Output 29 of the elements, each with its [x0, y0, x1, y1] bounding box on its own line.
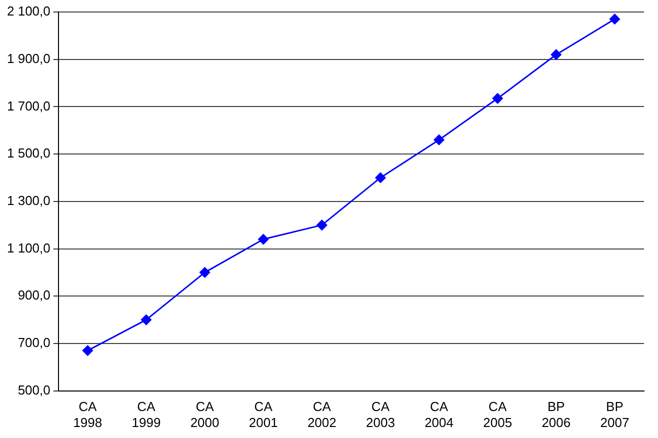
x-tick-label: CA 2005: [483, 399, 512, 430]
point: [609, 14, 620, 24]
x-tick-label: CA 2002: [307, 399, 336, 430]
point: [82, 345, 93, 356]
y-tick-label: 2 100,0: [7, 4, 50, 19]
y-tick-label: 1 500,0: [7, 146, 50, 161]
point: [550, 49, 562, 60]
point: [434, 134, 444, 146]
point: [140, 314, 152, 326]
x-tick-label: CA 2001: [248, 399, 278, 430]
x-tick-label: CA 2003: [366, 399, 395, 430]
x-tick-label: CA 2000: [190, 399, 220, 430]
x-tick-label: CA 1998: [73, 399, 102, 430]
y-tick-label: 700,0: [18, 335, 50, 350]
point: [375, 172, 386, 183]
y-tick-label: 1 100,0: [7, 240, 50, 256]
x-tick-label: BP 2007: [600, 399, 630, 430]
y-tick-label: 1 700,0: [7, 98, 50, 114]
x-tick-label: CA 2004: [424, 399, 454, 430]
x-tick-label: BP 2006: [542, 399, 571, 430]
y-tick-label: 500,0: [18, 382, 50, 398]
point: [492, 93, 503, 104]
x-tick-label: CA 1999: [132, 399, 161, 430]
y-tick-label: 1 900,0: [7, 50, 50, 66]
y-tick-label: 900,0: [18, 288, 50, 303]
y-tick-label: 1 300,0: [7, 192, 50, 208]
point: [258, 234, 269, 245]
point: [316, 220, 328, 230]
point: [200, 267, 210, 278]
